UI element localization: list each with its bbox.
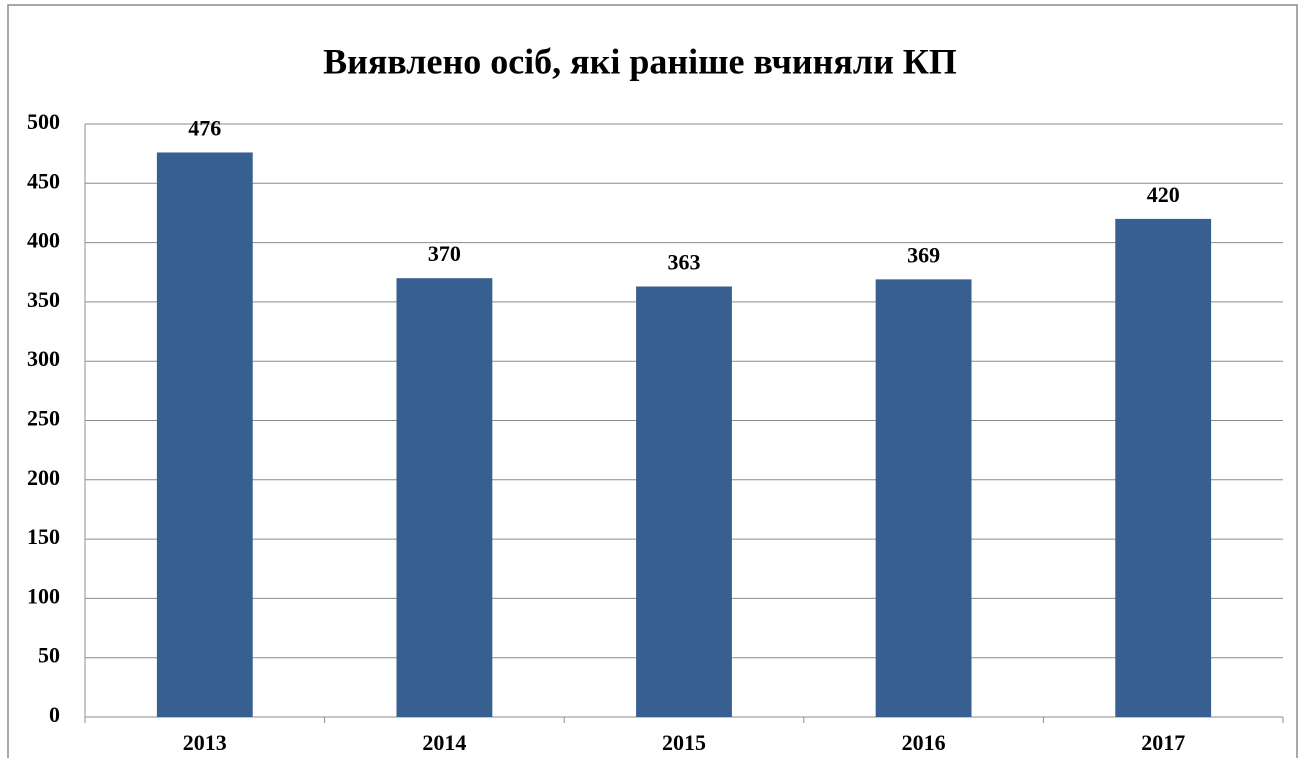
data-label: 363 [668,250,701,275]
data-label: 370 [428,241,461,266]
x-tick-label: 2017 [1141,730,1185,755]
y-tick-label: 450 [27,168,60,193]
y-tick-label: 500 [27,109,60,134]
y-tick-label: 100 [27,583,60,608]
bar [875,279,972,717]
bar [1115,218,1212,717]
chart-title: Виявлено осіб, які раніше вчиняли КП [323,41,957,81]
y-tick-label: 0 [49,702,60,727]
x-tick-label: 2015 [662,730,706,755]
x-tick-label: 2013 [183,730,227,755]
y-tick-label: 300 [27,346,60,371]
bar [156,152,253,718]
data-label: 476 [188,116,221,141]
x-tick-label: 2016 [902,730,946,755]
data-label: 420 [1147,182,1180,207]
data-label: 369 [907,242,940,267]
y-tick-label: 250 [27,406,60,431]
bar [636,286,732,717]
bar [396,278,493,717]
y-tick-label: 200 [27,465,60,490]
y-tick-label: 350 [27,287,60,312]
y-tick-label: 150 [27,524,60,549]
x-tick-label: 2014 [422,730,466,755]
y-tick-label: 400 [27,228,60,253]
y-tick-label: 50 [38,643,60,668]
